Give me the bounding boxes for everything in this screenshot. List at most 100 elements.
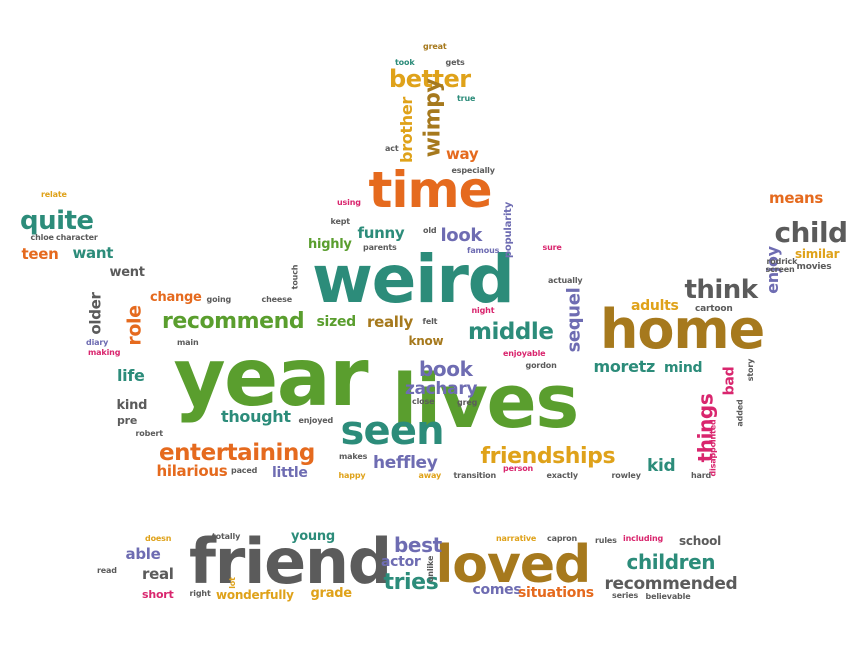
cloud-word-going: going (206, 295, 232, 304)
cloud-word-lives: lives (392, 359, 579, 445)
cloud-word-child: child (774, 216, 849, 249)
cloud-word-loved: loved (435, 535, 592, 595)
cloud-word-happy: happy (338, 471, 366, 480)
cloud-word-movies: movies (796, 261, 832, 272)
cloud-word-home: home (600, 298, 765, 361)
cloud-word-short: short (142, 587, 174, 601)
cloud-word-cartoon: cartoon (695, 303, 733, 314)
cloud-word-able: able (125, 544, 161, 563)
cloud-word-children: children (626, 550, 716, 574)
cloud-word-teen: teen (21, 244, 59, 263)
cloud-word-greg: greg (457, 398, 478, 407)
cloud-word-zachary: zachary (405, 378, 478, 399)
cloud-word-story: story (746, 358, 756, 382)
cloud-word-gets: gets (445, 58, 465, 67)
cloud-word-actor: actor (381, 554, 421, 570)
cloud-word-adults: adults (631, 298, 679, 314)
cloud-word-better: better (389, 65, 471, 93)
cloud-word-best: best (394, 533, 442, 557)
cloud-word-paced: paced (231, 466, 258, 475)
cloud-word-grade: grade (310, 585, 353, 601)
cloud-word-kind: kind (116, 397, 148, 413)
cloud-word-close: close (412, 397, 435, 406)
cloud-word-actually: actually (548, 276, 583, 285)
cloud-word-year: year (173, 331, 369, 424)
cloud-word-capron: capron (547, 534, 578, 543)
cloud-word-took: took (395, 58, 415, 67)
cloud-word-series: series (612, 591, 639, 600)
cloud-word-doesn: doesn (145, 534, 172, 543)
cloud-word-read: read (97, 566, 117, 575)
cloud-word-brother: brother (396, 97, 416, 163)
cloud-word-great: great (423, 42, 447, 51)
cloud-word-quite: quite (20, 206, 94, 236)
cloud-word-role: role (123, 304, 146, 346)
cloud-word-narrative: narrative (496, 534, 537, 543)
cloud-word-act: act (385, 144, 399, 153)
cloud-word-recommend: recommend (162, 309, 305, 334)
cloud-word-friendships: friendships (480, 444, 616, 469)
cloud-word-rules: rules (595, 536, 617, 545)
cloud-word-entertaining: entertaining (159, 439, 315, 466)
cloud-word-using: using (337, 198, 361, 207)
cloud-word-young: young (291, 528, 335, 544)
cloud-word-think: think (684, 275, 759, 305)
cloud-word-relate: relate (41, 190, 67, 199)
cloud-word-real: real (142, 564, 174, 583)
cloud-word-life: life (117, 366, 145, 385)
cloud-word-sequel: sequel (562, 287, 584, 353)
cloud-word-added: added (735, 399, 745, 427)
cloud-word-thought: thought (221, 407, 291, 426)
cloud-word-diary: diary (86, 338, 109, 347)
cloud-word-wimpy: wimpy (419, 78, 445, 158)
cloud-word-believable: believable (645, 592, 691, 601)
cloud-word-bad: bad (720, 366, 737, 396)
cloud-word-want: want (72, 243, 114, 262)
cloud-word-felt: felt (422, 317, 438, 326)
cloud-word-robert: robert (135, 429, 164, 438)
cloud-word-look: look (440, 225, 483, 246)
cloud-word-especially: especially (451, 166, 495, 175)
cloud-word-means: means (769, 188, 824, 207)
cloud-word-old: old (423, 226, 437, 235)
cloud-word-seen: seen (340, 408, 445, 454)
cloud-word-funny: funny (357, 223, 405, 242)
cloud-word-comes: comes (472, 582, 522, 598)
cloud-word-little: little (272, 465, 308, 481)
cloud-word-older: older (86, 291, 105, 335)
cloud-word-wonderfully: wonderfully (216, 588, 294, 602)
cloud-word-situations: situations (518, 585, 594, 601)
cloud-word-pre: pre (117, 413, 138, 427)
cloud-word-exactly: exactly (546, 471, 579, 480)
cloud-word-tries: tries (383, 570, 439, 595)
cloud-word-school: school (679, 534, 721, 548)
cloud-word-gordon: gordon (525, 361, 557, 370)
cloud-word-kept: kept (330, 217, 351, 226)
cloud-word-hard: hard (691, 471, 712, 480)
cloud-word-enjoyed: enjoyed (298, 416, 334, 425)
cloud-word-totally: totally (212, 532, 241, 541)
cloud-word-disappointed: disappointed (708, 419, 718, 477)
cloud-word-person: person (503, 464, 534, 473)
cloud-word-heffley: heffley (373, 452, 438, 473)
cloud-word-character: character (56, 233, 98, 242)
cloud-word-screen: screen (765, 265, 795, 274)
cloud-word-touch: touch (289, 264, 299, 290)
cloud-word-moretz: moretz (593, 357, 656, 376)
cloud-word-friend: friend (189, 525, 392, 598)
cloud-word-mind: mind (664, 360, 703, 376)
cloud-word-away: away (418, 471, 442, 480)
cloud-word-enjoyable: enjoyable (503, 349, 546, 358)
cloud-word-night: night (471, 306, 495, 315)
cloud-word-middle: middle (468, 318, 554, 345)
cloud-word-cheese: cheese (261, 295, 293, 304)
cloud-word-unlike: unlike (426, 555, 436, 583)
cloud-word-making: making (88, 348, 121, 357)
cloud-word-really: really (367, 312, 413, 331)
cloud-word-parents: parents (363, 243, 397, 252)
cloud-word-hilarious: hilarious (156, 461, 228, 480)
cloud-word-sized: sized (316, 314, 357, 330)
cloud-word-know: know (408, 334, 444, 348)
cloud-word-recommended: recommended (604, 573, 738, 594)
